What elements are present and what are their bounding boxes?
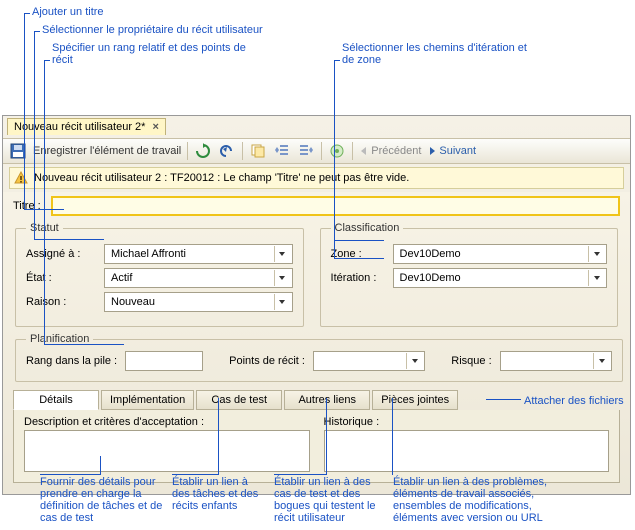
callout-link-tasks: Établir un lien à des tâches et des réci… <box>172 476 268 512</box>
link-icon[interactable] <box>328 142 346 160</box>
validation-message-bar: Nouveau récit utilisateur 2 : TF20012 : … <box>9 167 624 189</box>
prev-label: Précédent <box>371 145 421 157</box>
copy-icon[interactable] <box>249 142 267 160</box>
callout-add-title: Ajouter un titre <box>32 6 104 18</box>
undo-icon[interactable] <box>218 142 236 160</box>
validation-message-text: Nouveau récit utilisateur 2 : TF20012 : … <box>34 172 409 184</box>
state-value: Actif <box>111 272 132 284</box>
risk-combo[interactable] <box>500 351 612 371</box>
risk-label: Risque : <box>451 355 491 367</box>
classification-legend: Classification <box>331 222 404 234</box>
status-group: Statut Assigné à : Michael Affronti État… <box>15 222 304 327</box>
work-item-window: Nouveau récit utilisateur 2* × Enregistr… <box>2 115 631 495</box>
form-area: Titre : Statut Assigné à : Michael Affro… <box>3 192 630 493</box>
tab-testcases[interactable]: Cas de test <box>196 390 282 410</box>
close-icon[interactable]: × <box>153 121 159 133</box>
assigned-value: Michael Affronti <box>111 248 186 260</box>
reason-label: Raison : <box>26 296 98 308</box>
title-input[interactable] <box>51 196 620 216</box>
rank-label: Rang dans la pile : <box>26 355 117 367</box>
next-button[interactable]: Suivant <box>427 145 476 157</box>
next-label: Suivant <box>439 145 476 157</box>
chevron-down-icon <box>588 246 604 262</box>
description-label: Description et critères d'acceptation : <box>24 416 310 428</box>
points-label: Points de récit : <box>229 355 305 367</box>
outdent-icon[interactable] <box>273 142 291 160</box>
assigned-label: Assigné à : <box>26 248 98 260</box>
planning-group: Planification Rang dans la pile : Points… <box>15 333 623 382</box>
callout-select-owner: Sélectionner le propriétaire du récit ut… <box>42 24 263 36</box>
toolbar: Enregistrer l'élément de travail Précéde… <box>3 138 630 164</box>
save-button[interactable]: Enregistrer l'élément de travail <box>33 145 181 157</box>
chevron-down-icon <box>588 270 604 286</box>
chevron-down-icon <box>274 246 290 262</box>
state-combo[interactable]: Actif <box>104 268 293 288</box>
description-box[interactable] <box>24 430 310 472</box>
callout-link-testcases: Établir un lien à des cas de test et des… <box>274 476 386 524</box>
detail-pane: Description et critères d'acceptation : … <box>13 410 620 483</box>
callout-specify-rank: Spécifier un rang relatif et des points … <box>52 42 252 66</box>
classification-group: Classification Zone : Dev10Demo Itératio… <box>320 222 618 327</box>
callout-provide-details: Fournir des détails pour prendre en char… <box>40 476 164 524</box>
tab-otherlinks[interactable]: Autres liens <box>284 390 370 410</box>
warning-icon <box>14 171 28 185</box>
document-tab[interactable]: Nouveau récit utilisateur 2* × <box>7 118 166 135</box>
iteration-combo[interactable]: Dev10Demo <box>393 268 607 288</box>
callout-select-paths: Sélectionner les chemins d'itération et … <box>342 42 542 66</box>
tab-details[interactable]: Détails <box>13 390 99 410</box>
chevron-down-icon <box>274 294 290 310</box>
prev-button[interactable]: Précédent <box>359 145 421 157</box>
points-combo[interactable] <box>313 351 425 371</box>
callout-attach-files: Attacher des fichiers <box>524 395 624 407</box>
area-value: Dev10Demo <box>400 248 461 260</box>
chevron-down-icon <box>593 353 609 369</box>
refresh-icon[interactable] <box>194 142 212 160</box>
area-combo[interactable]: Dev10Demo <box>393 244 607 264</box>
history-box[interactable] <box>324 430 610 472</box>
iteration-value: Dev10Demo <box>400 272 461 284</box>
title-label: Titre : <box>13 200 43 212</box>
chevron-down-icon <box>406 353 422 369</box>
indent-icon[interactable] <box>297 142 315 160</box>
reason-value: Nouveau <box>111 296 155 308</box>
state-label: État : <box>26 272 98 284</box>
history-label: Historique : <box>324 416 610 428</box>
reason-combo[interactable]: Nouveau <box>104 292 293 312</box>
callout-link-problems: Établir un lien à des problèmes, élément… <box>393 476 565 524</box>
iteration-label: Itération : <box>331 272 387 284</box>
assigned-combo[interactable]: Michael Affronti <box>104 244 293 264</box>
document-tab-bar: Nouveau récit utilisateur 2* × <box>3 116 630 138</box>
chevron-down-icon <box>274 270 290 286</box>
tab-attachments[interactable]: Pièces jointes <box>372 390 458 410</box>
rank-input[interactable] <box>125 351 203 371</box>
tab-implementation[interactable]: Implémentation <box>101 390 194 410</box>
